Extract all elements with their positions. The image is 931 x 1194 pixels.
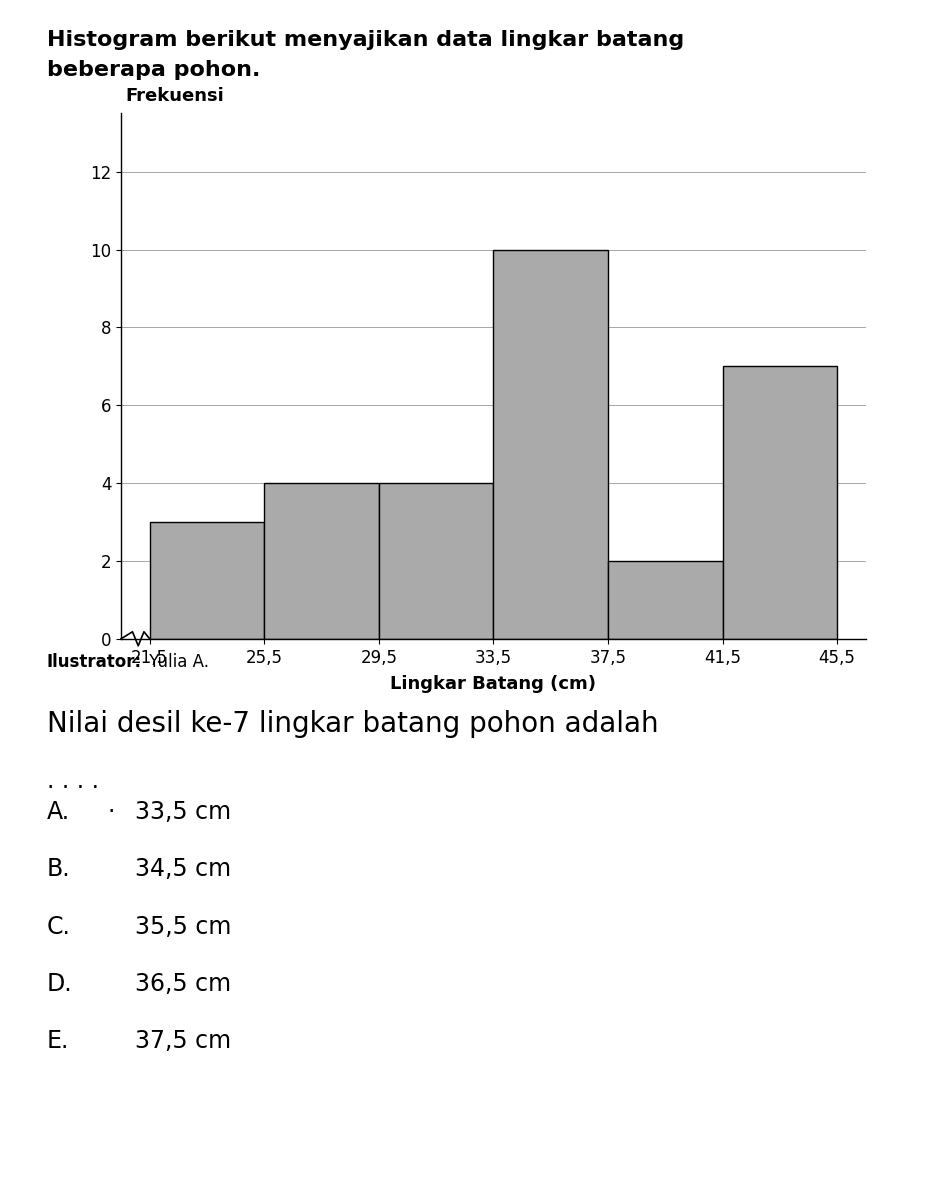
- Bar: [150, 522, 264, 639]
- X-axis label: Lingkar Batang (cm): Lingkar Batang (cm): [390, 675, 597, 693]
- Text: Ilustrator:: Ilustrator:: [47, 653, 142, 671]
- Text: Nilai desil ke-7 lingkar batang pohon adalah: Nilai desil ke-7 lingkar batang pohon ad…: [47, 710, 658, 738]
- Bar: [264, 484, 379, 639]
- Text: 34,5 cm: 34,5 cm: [135, 857, 231, 881]
- Text: 37,5 cm: 37,5 cm: [135, 1029, 231, 1053]
- Text: A.: A.: [47, 800, 70, 824]
- Text: beberapa pohon.: beberapa pohon.: [47, 60, 260, 80]
- Text: Yulia A.: Yulia A.: [144, 653, 209, 671]
- Text: . . . .: . . . .: [47, 769, 99, 793]
- Text: C.: C.: [47, 915, 71, 938]
- Bar: [493, 250, 608, 639]
- Text: 36,5 cm: 36,5 cm: [135, 972, 231, 996]
- Text: ·: ·: [107, 800, 115, 824]
- Text: Histogram berikut menyajikan data lingkar batang: Histogram berikut menyajikan data lingka…: [47, 30, 683, 50]
- Text: D.: D.: [47, 972, 73, 996]
- Bar: [608, 561, 722, 639]
- Text: Frekuensi: Frekuensi: [126, 87, 224, 105]
- Bar: [379, 484, 493, 639]
- Text: E.: E.: [47, 1029, 69, 1053]
- Text: 33,5 cm: 33,5 cm: [135, 800, 231, 824]
- Bar: [722, 367, 837, 639]
- Text: B.: B.: [47, 857, 70, 881]
- Text: 35,5 cm: 35,5 cm: [135, 915, 232, 938]
